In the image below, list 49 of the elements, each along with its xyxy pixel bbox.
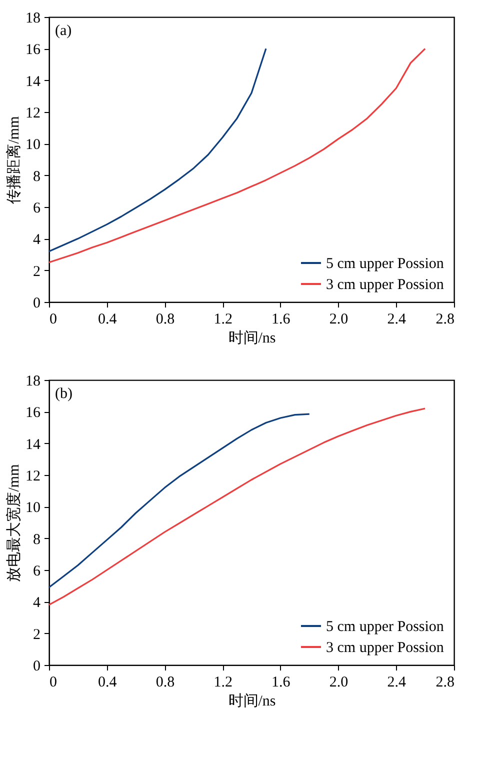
y-tick-label: 4 [33,595,41,612]
line-series [48,48,267,252]
x-tick-label: 2.0 [329,312,348,328]
x-tick-label: 1.2 [214,312,232,328]
annotation: (a) [55,23,72,39]
x-tick-label: 0.4 [98,312,118,328]
legend-label: 5 cm upper Possion [326,256,444,272]
y-tick-label: 12 [26,106,40,122]
y-tick-label: 2 [33,626,40,643]
y-tick-label: 14 [26,74,41,90]
y-axis-title: 传播距离/mm [6,116,22,204]
y-tick-label: 0 [33,296,40,312]
x-tick-label: 0.8 [156,674,175,690]
annotation: (b) [55,386,72,402]
x-tick-label: 2.8 [436,674,454,690]
x-tick-label: 1.2 [214,674,232,690]
y-tick-label: 4 [33,232,41,248]
x-axis-title: 时间/ns [228,692,276,710]
legend-label: 5 cm upper Possion [326,619,444,635]
y-axis-title: 放电最大宽度/mm [6,464,22,582]
x-tick-label: 2.4 [387,312,407,328]
x-tick-label: 1.6 [272,674,291,690]
y-tick-label: 6 [33,200,41,216]
legend-label: 3 cm upper Possion [326,640,444,656]
y-tick-label: 16 [26,42,41,58]
line-series [48,413,310,588]
y-tick-label: 10 [26,500,40,516]
y-tick-label: 8 [33,168,40,185]
y-tick-label: 6 [33,564,41,580]
y-tick-label: 18 [26,10,40,26]
line-series [48,408,426,606]
x-tick-label: 0 [50,312,57,328]
y-tick-label: 18 [26,374,40,390]
x-tick-label: 0 [50,674,57,690]
y-tick-label: 14 [26,436,41,453]
x-tick-label: 0.4 [98,674,118,690]
x-tick-label: 2.4 [387,674,407,690]
x-axis-title: 时间/ns [228,330,276,346]
x-tick-label: 2.8 [436,312,454,328]
x-tick-label: 1.6 [272,312,291,328]
y-tick-label: 12 [26,468,40,484]
y-tick-label: 10 [26,137,40,154]
y-tick-label: 0 [33,658,40,674]
y-tick-label: 16 [26,405,41,422]
y-tick-label: 8 [33,532,40,548]
legend-label: 3 cm upper Possion [326,277,444,293]
x-tick-label: 0.8 [156,312,175,328]
x-tick-label: 2.0 [329,674,348,690]
y-tick-label: 2 [33,264,40,280]
